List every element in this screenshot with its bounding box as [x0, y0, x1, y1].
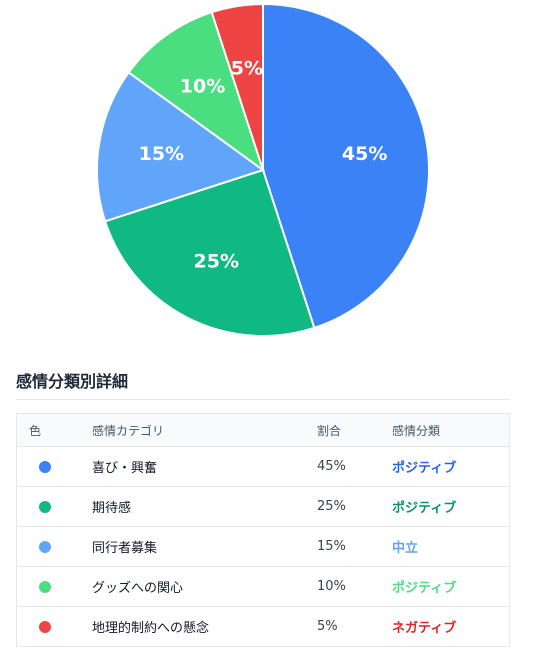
classification-label: 中立	[392, 541, 419, 556]
ratio-value: 45%	[317, 459, 346, 474]
slice-label-1: 45%	[342, 143, 387, 165]
classification-label: ネガティブ	[392, 621, 457, 636]
ratio-cell: 10%	[317, 567, 392, 607]
pie-slice-4	[127, 10, 265, 173]
emotion-detail-table: 色 感情カテゴリ 割合 感情分類 喜び・興奮 45% ポジティブ 期待感 25%…	[16, 413, 510, 647]
ratio-cell: 25%	[317, 487, 392, 527]
classification-cell: ポジティブ	[392, 567, 510, 607]
slice-label-3: 15%	[139, 143, 184, 165]
category-label: 同行者募集	[92, 541, 158, 556]
ratio-value: 5%	[317, 619, 338, 634]
header-ratio: 割合	[317, 413, 392, 447]
table-body: 喜び・興奮 45% ポジティブ 期待感 25% ポジティブ 同行者募集 15% …	[16, 447, 510, 647]
ratio-cell: 15%	[317, 527, 392, 567]
color-dot	[39, 580, 51, 593]
pie-slice-2	[103, 168, 316, 337]
category-cell: 地理的制約への懸念	[92, 607, 317, 647]
color-dot	[39, 500, 51, 513]
category-label: グッズへの関心	[92, 581, 184, 596]
table-row: 同行者募集 15% 中立	[16, 527, 510, 567]
classification-cell: 中立	[392, 527, 510, 567]
ratio-cell: 45%	[317, 447, 392, 487]
color-cell	[17, 487, 93, 527]
color-dot	[39, 540, 51, 553]
table-row: 期待感 25% ポジティブ	[16, 487, 510, 527]
pie-slice-5	[210, 2, 264, 171]
category-label: 喜び・興奮	[92, 461, 158, 476]
pie-slice-3	[96, 71, 266, 223]
section-title: 感情分類別詳細	[16, 372, 129, 391]
color-cell	[17, 447, 93, 487]
slice-label-2: 25%	[194, 251, 239, 273]
ratio-cell: 5%	[317, 607, 392, 647]
slice-label-4: 10%	[180, 76, 225, 98]
category-cell: 喜び・興奮	[92, 447, 317, 487]
category-cell: グッズへの関心	[92, 567, 317, 607]
category-label: 期待感	[92, 501, 132, 516]
table-row: 地理的制約への懸念 5% ネガティブ	[17, 607, 510, 647]
pie-labels: 45% 25% 15% 10% 5%	[139, 57, 388, 272]
slice-label-5: 5%	[231, 57, 263, 79]
color-dot	[39, 460, 51, 473]
table-header-row: 色 感情カテゴリ 割合 感情分類	[16, 413, 510, 447]
classification-label: ポジティブ	[392, 461, 457, 476]
classification-label: ポジティブ	[392, 581, 457, 596]
color-cell	[17, 607, 93, 647]
classification-cell: ポジティブ	[392, 487, 510, 527]
header-color: 色	[16, 413, 92, 447]
table-row: 喜び・興奮 45% ポジティブ	[16, 447, 510, 487]
category-label: 地理的制約への懸念	[92, 621, 210, 636]
section-divider	[16, 399, 510, 400]
classification-cell: ネガティブ	[392, 607, 510, 647]
header-classification: 感情分類	[392, 413, 510, 447]
pie-slice-1	[262, 2, 430, 330]
color-cell	[17, 567, 93, 607]
color-cell	[17, 527, 93, 567]
category-cell: 期待感	[92, 487, 317, 527]
header-category: 感情カテゴリ	[92, 413, 317, 447]
classification-cell: ポジティブ	[392, 447, 510, 487]
pie-chart: 45% 25% 15% 10% 5%	[96, 2, 430, 337]
color-dot	[39, 620, 51, 633]
classification-label: ポジティブ	[392, 501, 457, 516]
ratio-value: 15%	[317, 539, 346, 554]
ratio-value: 10%	[317, 579, 346, 594]
pie-slices	[96, 2, 430, 337]
table-row: グッズへの関心 10% ポジティブ	[16, 567, 510, 607]
category-cell: 同行者募集	[92, 527, 317, 567]
ratio-value: 25%	[317, 499, 346, 514]
